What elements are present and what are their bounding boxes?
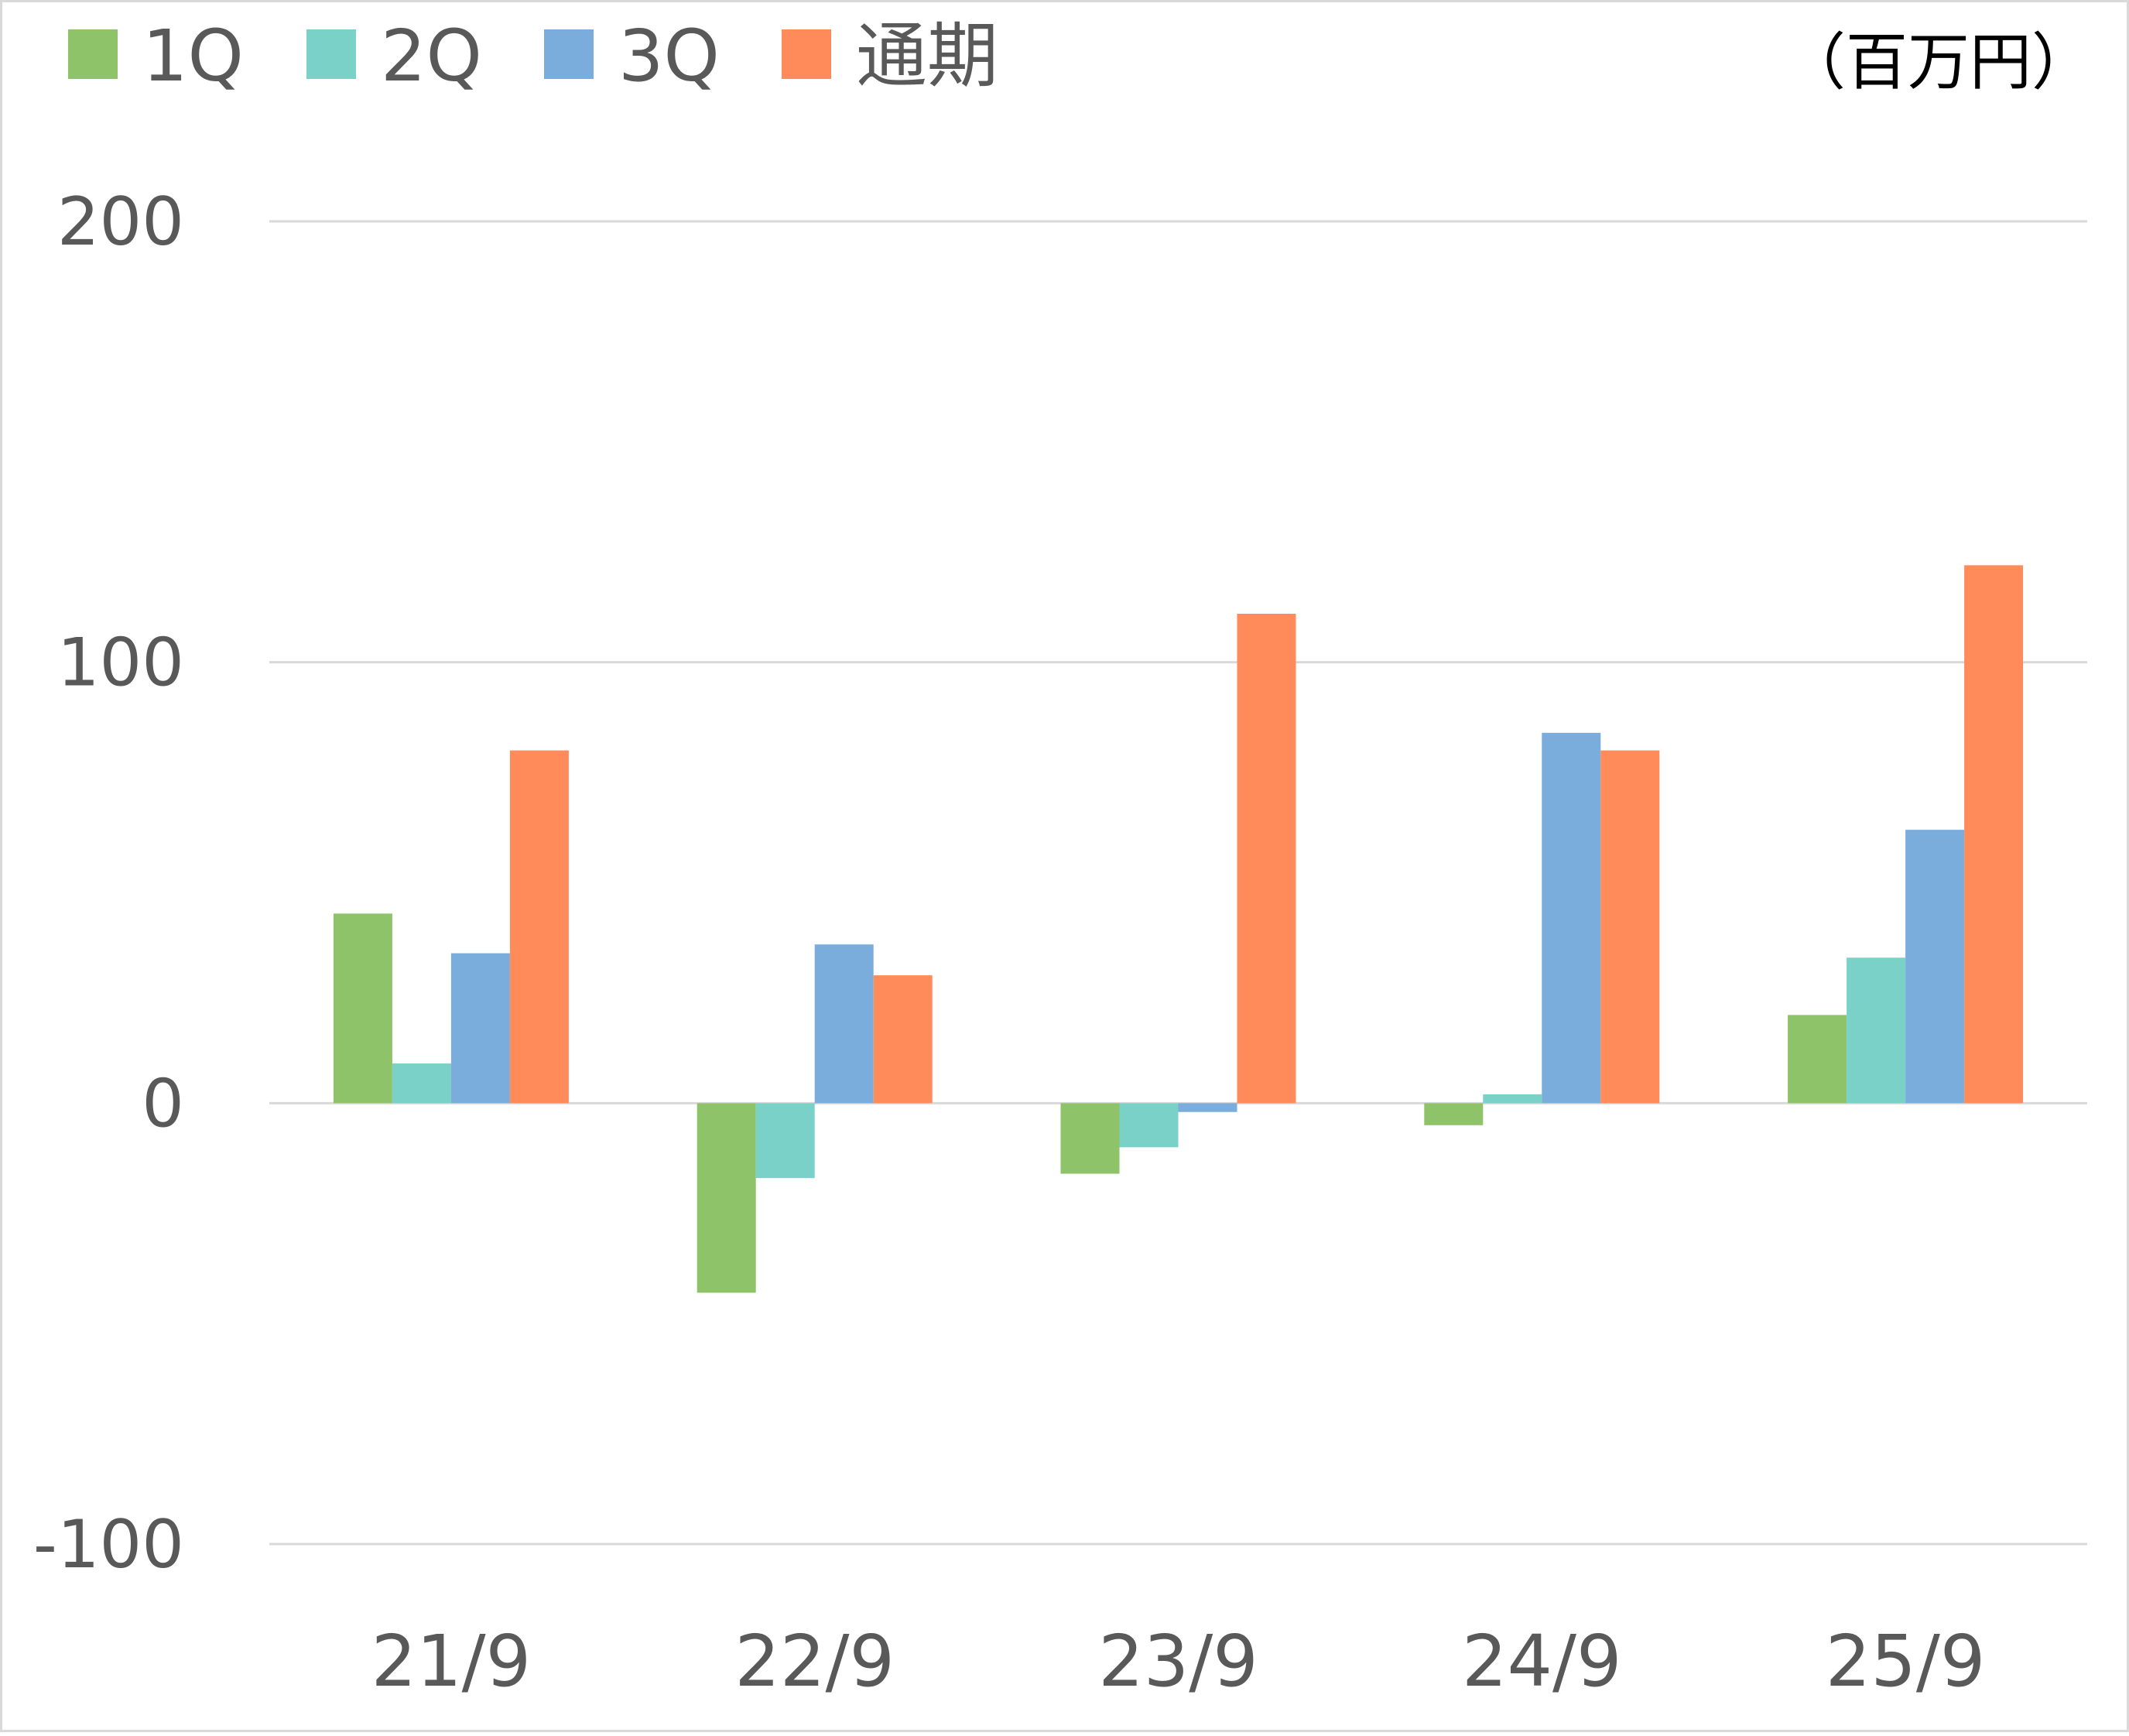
- y-tick-label: 100: [57, 625, 184, 702]
- bar-22-9-1Q: [697, 1103, 756, 1293]
- bar-23-9-1Q: [1060, 1103, 1120, 1174]
- y-tick-label: 200: [57, 183, 184, 261]
- bar-23-9-通期: [1237, 614, 1296, 1104]
- x-tick-label: 22/9: [734, 1620, 895, 1703]
- bar-22-9-2Q: [755, 1103, 815, 1179]
- x-axis-tick-labels: 21/9 22/9 23/9 24/9 25/9: [371, 1620, 1986, 1703]
- x-tick-label: 25/9: [1826, 1620, 1986, 1703]
- y-tick-label: 0: [142, 1065, 184, 1142]
- legend: 1Q 2Q 3Q 通期: [68, 15, 998, 98]
- unit-label: （百万円）: [1784, 26, 2093, 98]
- legend-swatch-1Q: [68, 29, 118, 79]
- bar-25-9-1Q: [1788, 1015, 1847, 1104]
- bar-21-9-1Q: [333, 913, 392, 1104]
- bar-25-9-通期: [1964, 565, 2024, 1104]
- x-tick-label: 24/9: [1462, 1620, 1622, 1703]
- bar-23-9-3Q: [1178, 1103, 1237, 1112]
- bar-22-9-3Q: [814, 944, 874, 1104]
- bar-24-9-1Q: [1424, 1103, 1484, 1125]
- bar-25-9-2Q: [1847, 957, 1906, 1104]
- bar-24-9-3Q: [1542, 732, 1601, 1104]
- legend-swatch-通期: [782, 29, 831, 79]
- bars: [333, 565, 2024, 1293]
- bar-21-9-通期: [509, 750, 569, 1104]
- bar-24-9-通期: [1600, 750, 1660, 1104]
- legend-label: 3Q: [618, 15, 720, 98]
- bar-23-9-2Q: [1119, 1103, 1179, 1148]
- legend-label: 1Q: [142, 15, 244, 98]
- bar-25-9-3Q: [1905, 830, 1965, 1104]
- bar-21-9-2Q: [392, 1063, 451, 1104]
- y-tick-label: -100: [33, 1506, 184, 1584]
- legend-swatch-2Q: [306, 29, 356, 79]
- legend-swatch-3Q: [544, 29, 594, 79]
- x-tick-label: 23/9: [1098, 1620, 1258, 1703]
- y-axis-tick-labels: 200 100 0 -100: [33, 183, 184, 1584]
- bar-24-9-2Q: [1483, 1094, 1542, 1104]
- legend-label: 2Q: [381, 15, 482, 98]
- legend-label: 通期: [856, 15, 998, 98]
- bar-22-9-通期: [873, 975, 933, 1104]
- bar-21-9-3Q: [450, 953, 510, 1104]
- x-tick-label: 21/9: [371, 1620, 532, 1703]
